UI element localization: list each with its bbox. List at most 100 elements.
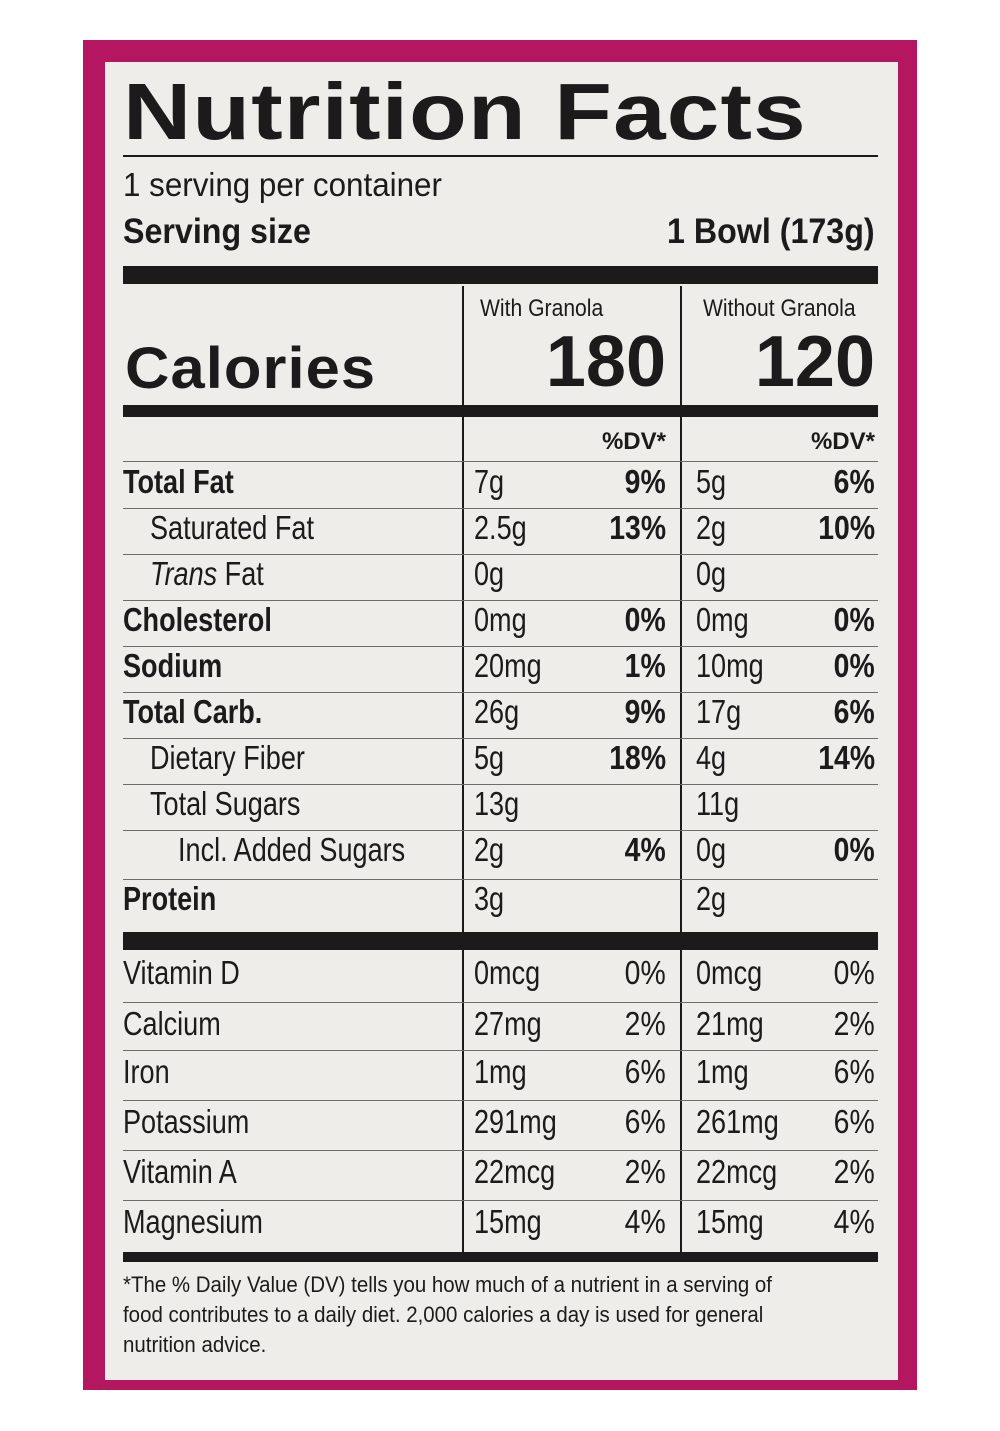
servings-per-container: 1 serving per container <box>123 166 442 203</box>
nutrient-label: Cholesterol <box>123 601 272 638</box>
row-divider <box>123 879 878 880</box>
nutrient-without-amount: 10mg <box>696 647 764 684</box>
row-divider <box>123 738 878 739</box>
nutrient-label: Total Fat <box>123 463 234 500</box>
nutrient-without-amount: 5g <box>696 463 727 500</box>
vitamin-label: Vitamin D <box>123 954 240 991</box>
calories-with: 180 <box>545 322 666 402</box>
nutrient-without-dv: 0% <box>833 831 875 868</box>
vitamin-without-amount: 261mg <box>696 1103 779 1140</box>
dv-header-with: %DV* <box>601 428 666 455</box>
row-divider <box>123 1050 878 1051</box>
vitamin-with-dv: 4% <box>624 1203 666 1240</box>
nutrient-with-amount: 20mg <box>474 647 542 684</box>
row-divider <box>123 784 878 785</box>
vitamin-with-dv: 2% <box>624 1153 666 1190</box>
vitamin-label: Vitamin A <box>123 1153 237 1190</box>
nutrient-without-dv: 6% <box>833 463 875 500</box>
nutrient-with-amount: 3g <box>474 880 505 917</box>
nutrient-with-dv: 18% <box>609 739 666 776</box>
vitamin-with-amount: 1mg <box>474 1053 527 1090</box>
row-divider <box>123 461 878 462</box>
vitamin-with-amount: 22mcg <box>474 1153 556 1190</box>
vitamin-without-amount: 0mcg <box>696 954 763 991</box>
nutrient-without-amount: 0mg <box>696 601 749 638</box>
nutrient-label: Dietary Fiber <box>150 739 305 776</box>
vitamin-label: Calcium <box>123 1005 221 1042</box>
nutrient-with-dv: 9% <box>624 693 666 730</box>
nutrient-with-amount: 0mg <box>474 601 527 638</box>
nutrient-label: Total Carb. <box>123 693 263 730</box>
vitamin-with-dv: 0% <box>624 954 666 991</box>
vitamin-with-dv: 6% <box>624 1053 666 1090</box>
vitamin-without-dv: 0% <box>833 954 875 991</box>
vitamin-without-amount: 21mg <box>696 1005 764 1042</box>
divider-thin <box>123 155 878 157</box>
nutrient-with-dv: 4% <box>624 831 666 868</box>
nutrition-facts-title: Nutrition Facts <box>123 67 807 156</box>
divider-medium <box>123 405 878 417</box>
column-header-with: With Granola <box>480 295 604 322</box>
vitamin-without-dv: 4% <box>833 1203 875 1240</box>
nutrient-with-amount: 2.5g <box>474 509 527 546</box>
nutrient-label: Trans Fat <box>150 555 264 592</box>
dv-header-without: %DV* <box>810 428 875 455</box>
vitamin-without-dv: 2% <box>833 1153 875 1190</box>
nutrient-with-amount: 7g <box>474 463 505 500</box>
row-divider <box>123 600 878 601</box>
column-header-without: Without Granola <box>703 295 856 322</box>
nutrient-without-dv: 0% <box>833 601 875 638</box>
nutrient-with-amount: 2g <box>474 831 505 868</box>
vitamin-with-amount: 15mg <box>474 1203 542 1240</box>
nutrient-label: Saturated Fat <box>150 509 314 546</box>
row-divider <box>123 830 878 831</box>
calories-label: Calories <box>125 336 377 401</box>
divider-footnote <box>123 1252 878 1262</box>
nutrient-label: Protein <box>123 880 217 917</box>
vitamin-without-amount: 1mg <box>696 1053 749 1090</box>
vitamin-with-dv: 6% <box>624 1103 666 1140</box>
nutrient-label: Total Sugars <box>150 785 301 822</box>
vitamin-with-amount: 291mg <box>474 1103 557 1140</box>
footnote-line: *The % Daily Value (DV) tells you how mu… <box>123 1272 772 1297</box>
row-divider <box>123 646 878 647</box>
row-divider <box>123 1100 878 1101</box>
nutrient-without-dv: 14% <box>818 739 875 776</box>
nutrient-without-amount: 4g <box>696 739 727 776</box>
nutrient-without-amount: 0g <box>696 831 727 868</box>
vitamin-label: Potassium <box>123 1103 250 1140</box>
vitamin-with-amount: 27mg <box>474 1005 542 1042</box>
vitamin-label: Magnesium <box>123 1203 263 1240</box>
nutrient-without-amount: 0g <box>696 555 727 592</box>
serving-size-value: 1 Bowl (173g) <box>667 212 875 251</box>
vitamin-without-dv: 6% <box>833 1103 875 1140</box>
row-divider <box>123 1002 878 1003</box>
nutrient-without-amount: 11g <box>696 785 740 822</box>
row-divider <box>123 692 878 693</box>
column-divider-2 <box>680 286 682 1252</box>
nutrient-without-dv: 6% <box>833 693 875 730</box>
row-divider <box>123 554 878 555</box>
divider-thick <box>123 266 878 284</box>
nutrient-with-dv: 1% <box>624 647 666 684</box>
nutrient-without-amount: 2g <box>696 509 727 546</box>
vitamin-with-dv: 2% <box>624 1005 666 1042</box>
nutrient-with-amount: 5g <box>474 739 505 776</box>
footnote-line: food contributes to a daily diet. 2,000 … <box>123 1302 764 1327</box>
row-divider <box>123 508 878 509</box>
nutrient-with-amount: 13g <box>474 785 520 822</box>
nutrient-with-dv: 9% <box>624 463 666 500</box>
footnote-line: nutrition advice. <box>123 1332 267 1357</box>
nutrient-label: Sodium <box>123 647 223 684</box>
vitamin-without-dv: 2% <box>833 1005 875 1042</box>
nutrient-with-amount: 26g <box>474 693 520 730</box>
row-divider <box>123 1200 878 1201</box>
nutrient-with-dv: 0% <box>624 601 666 638</box>
vitamin-without-amount: 15mg <box>696 1203 764 1240</box>
row-divider <box>123 1150 878 1151</box>
nutrient-label: Incl. Added Sugars <box>178 831 406 868</box>
vitamin-with-amount: 0mcg <box>474 954 541 991</box>
serving-size-label: Serving size <box>123 212 311 251</box>
vitamin-without-dv: 6% <box>833 1053 875 1090</box>
nutrient-without-dv: 0% <box>833 647 875 684</box>
